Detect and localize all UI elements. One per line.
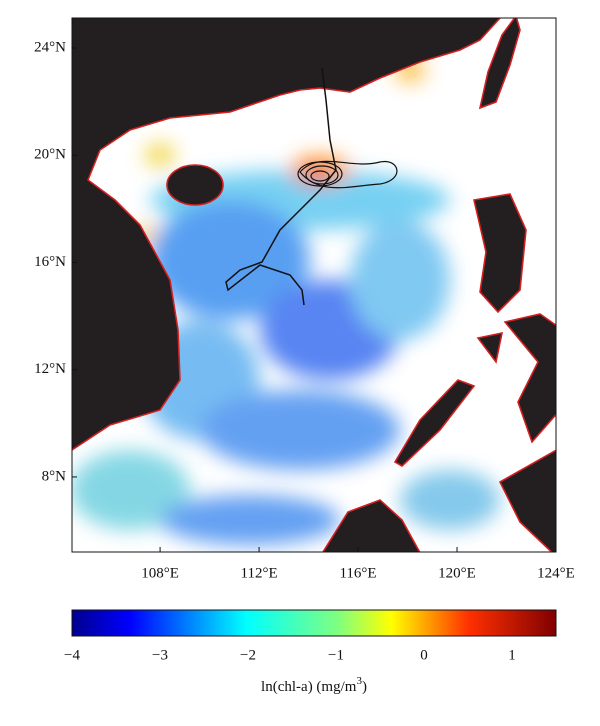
x-tick-label: 116°E xyxy=(339,565,376,581)
visayas xyxy=(503,313,556,444)
mindoro xyxy=(476,331,504,364)
y-tick-label: 20°N xyxy=(34,147,66,163)
y-tick-label: 8°N xyxy=(42,468,66,484)
chlorophyll-field xyxy=(72,58,500,545)
y-tick-label: 12°N xyxy=(34,361,66,377)
x-tick-label: 112°E xyxy=(241,565,278,581)
colorbar xyxy=(71,609,557,637)
colorbar-label: ln(chl-a) (mg/m3) xyxy=(261,675,367,696)
mainland xyxy=(72,18,503,451)
colorbar-tick-label: −1 xyxy=(328,647,344,663)
axes: 108°E 112°E 116°E 120°E 124°E 24°N 20°N 16°N 12°… xyxy=(34,39,575,663)
colorbar-tick-label: 0 xyxy=(420,647,428,663)
colorbar-label-sup: 3 xyxy=(356,675,362,687)
x-tick-label: 108°E xyxy=(141,565,179,581)
contours xyxy=(297,160,398,189)
hainan xyxy=(166,164,224,206)
y-tick-label: 24°N xyxy=(34,39,66,55)
typhoon-track xyxy=(225,67,337,306)
colorbar-label-end: ) xyxy=(362,679,367,695)
mindanao xyxy=(498,449,556,552)
x-tick-label: 120°E xyxy=(438,565,476,581)
palawan xyxy=(393,379,476,467)
borneo xyxy=(322,499,421,552)
map-frame xyxy=(71,17,557,553)
map xyxy=(72,18,556,552)
luzon xyxy=(473,193,527,314)
colorbar-label-text: ln(chl-a) (mg/m xyxy=(261,679,357,695)
taiwan xyxy=(478,18,521,110)
colorbar-tick-label: 1 xyxy=(508,647,516,663)
colorbar-tick-label: −2 xyxy=(240,647,256,663)
x-tick-label: 124°E xyxy=(537,565,575,581)
colorbar-tick-label: −4 xyxy=(64,647,80,663)
colorbar-tick-label: −3 xyxy=(152,647,168,663)
y-tick-label: 16°N xyxy=(34,254,66,270)
